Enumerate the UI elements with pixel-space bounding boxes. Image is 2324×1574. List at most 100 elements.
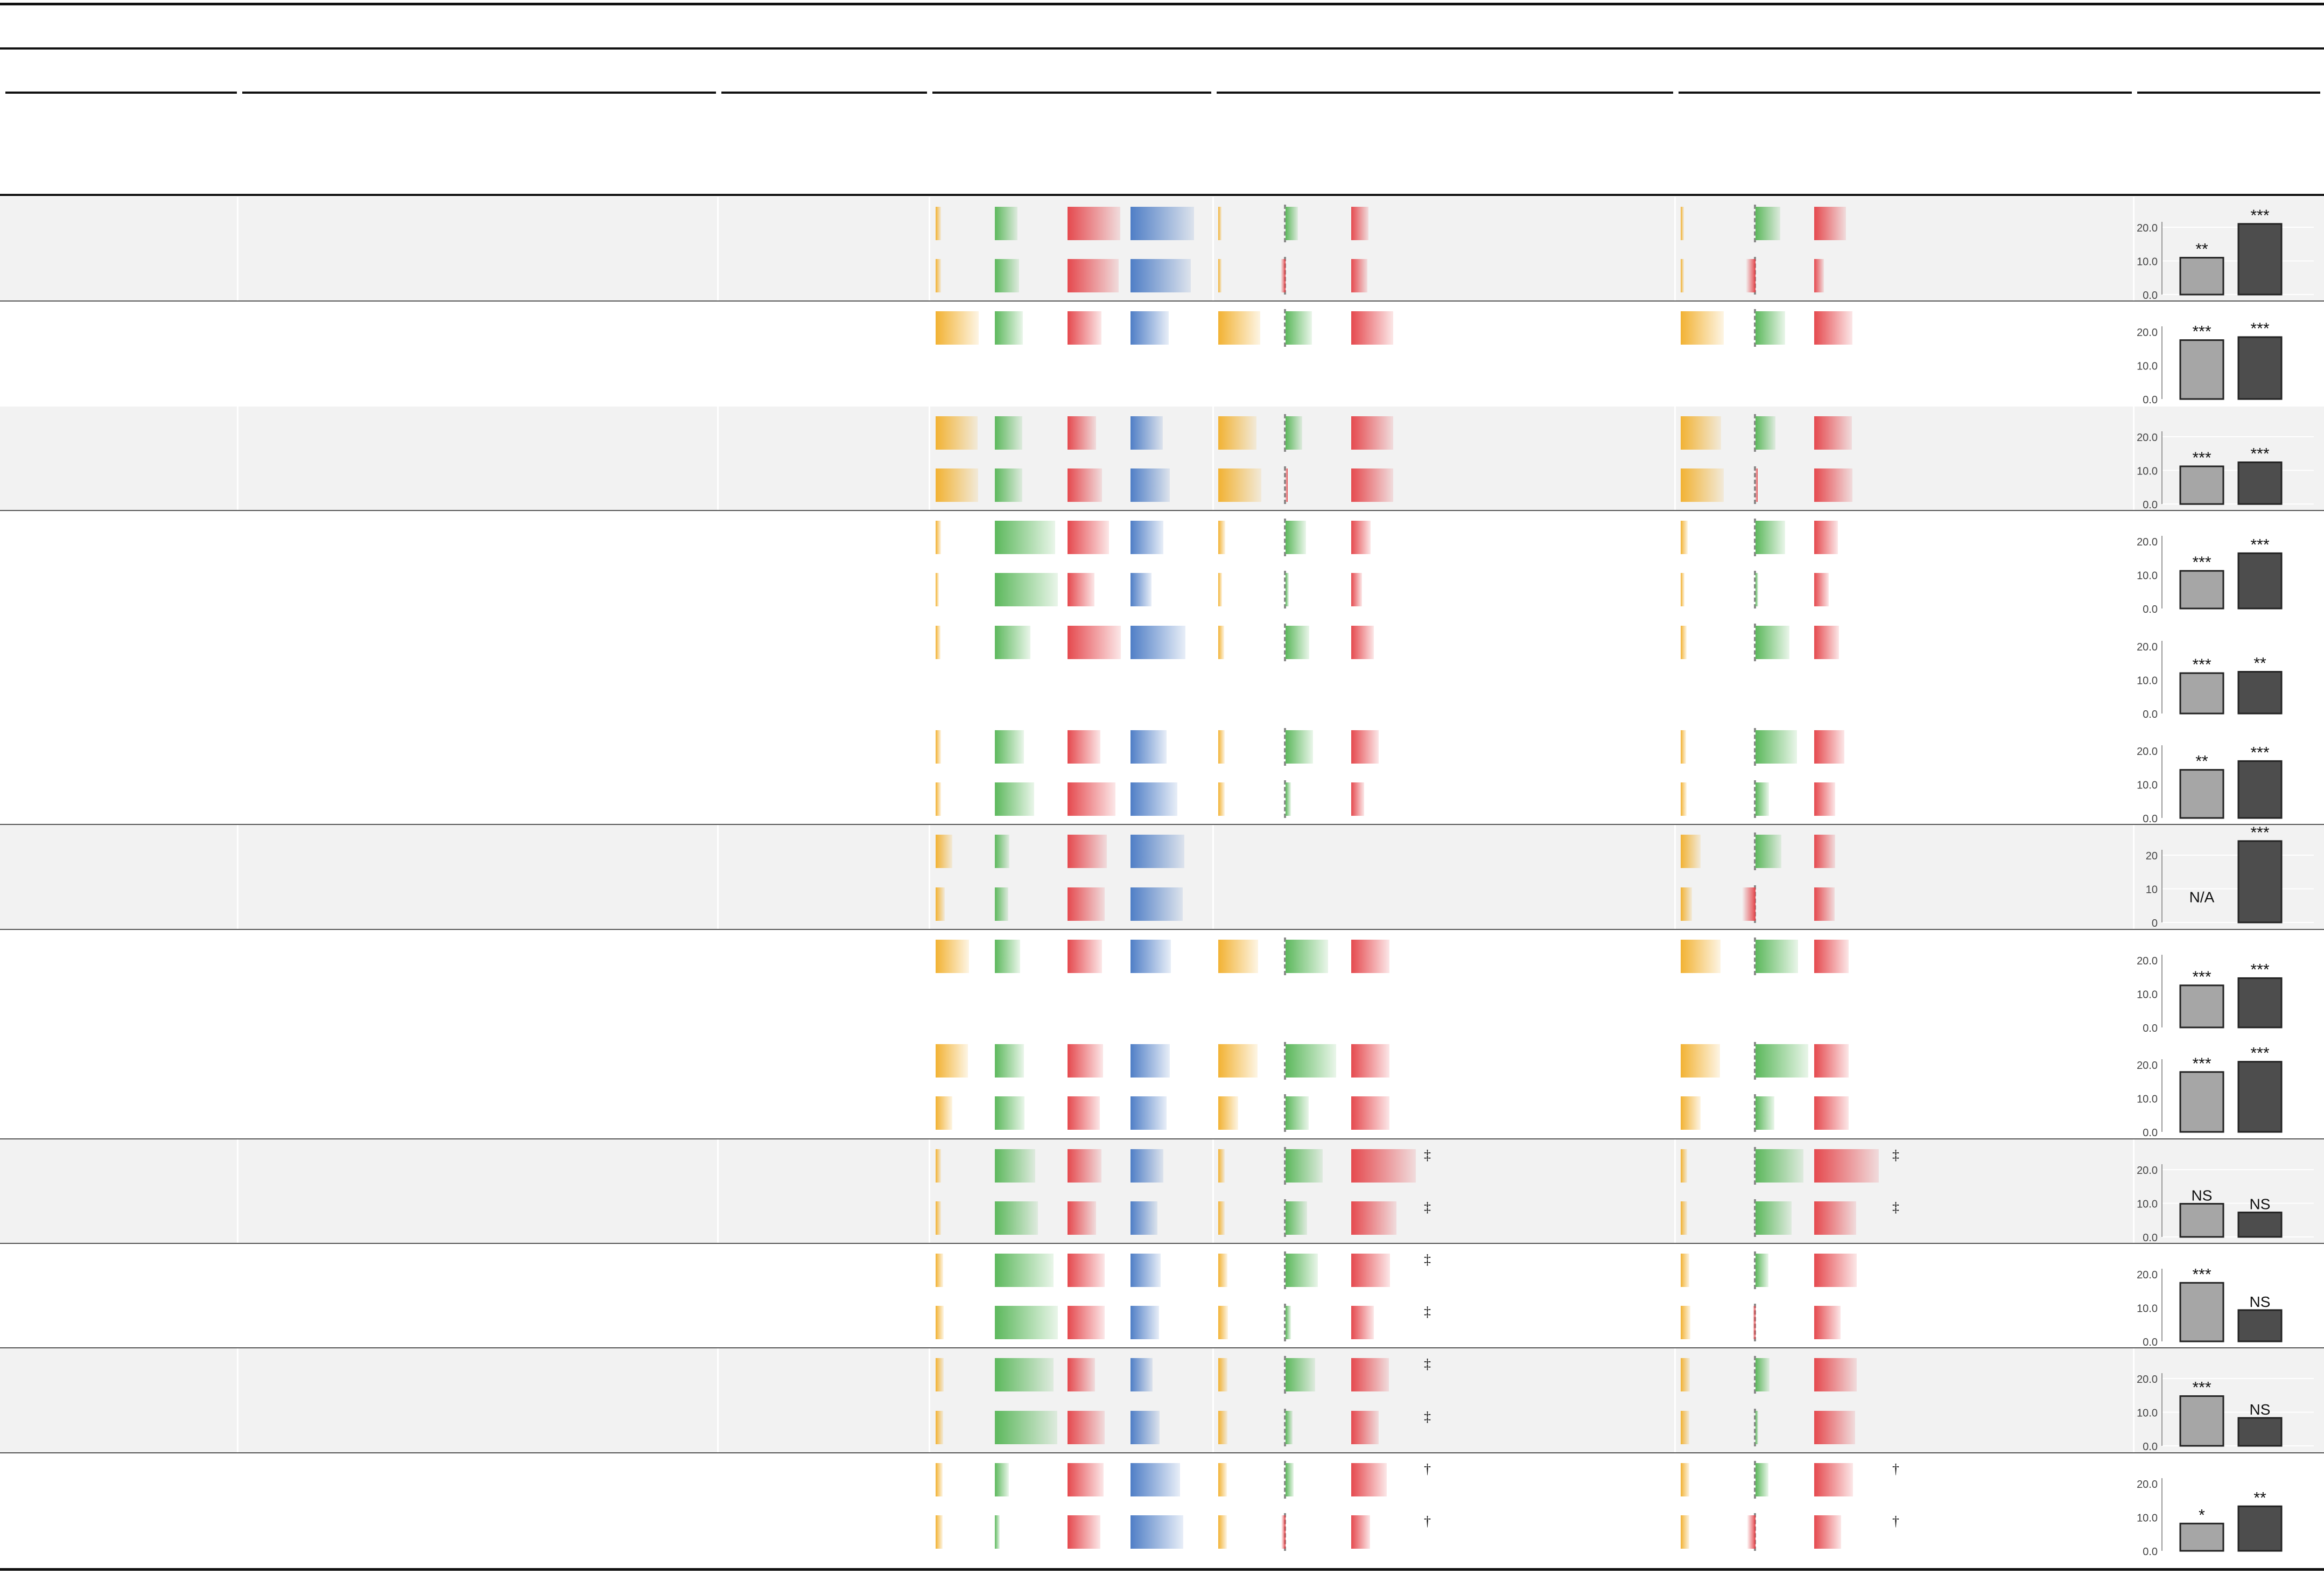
sd-bar [1068,1463,1104,1496]
corr-footnote-mark: ‡ [1892,1146,1899,1163]
n-bar [1681,1201,1687,1235]
n-bar [936,730,941,764]
sd-bar [1351,207,1369,240]
tick-label: 0.0 [2143,1546,2158,1558]
sd-bar [1814,1515,1841,1549]
th-change-bar [1286,782,1291,816]
th-change-bar [1286,1201,1307,1235]
sd-bar [1351,573,1363,607]
md-chart-svg: 0.0 10.0 20.0 *** *** [2137,431,2314,511]
n-bar [936,416,978,450]
md-chart-svg: 0.010.020.0*** [2137,1478,2314,1558]
n-bar [1218,573,1223,607]
n-bar [936,521,942,555]
zero-line [1284,205,1286,242]
corr-footnote-mark: ‡ [1424,1251,1431,1268]
w24-corr: ‡ [1892,1147,1951,1173]
n-bar [1218,730,1225,764]
zero-line [1754,205,1756,242]
tick-label: 20.0 [2137,1269,2158,1281]
n-bar [936,1254,944,1287]
sd-bar [1351,1463,1387,1496]
significance-24w: *** [2250,744,2269,761]
zero-line [1754,571,1756,609]
th-bar [995,1096,1025,1130]
sd-bar [1814,939,1849,973]
title-rule [0,47,2324,50]
sd-bar [1814,521,1838,555]
n-bar [1681,207,1684,240]
column-separator [2133,0,2135,1574]
group-underline [721,92,927,94]
th-bar [995,521,1055,555]
bar-24w [2237,840,2283,924]
tick-label: 20.0 [2137,536,2158,548]
th-bar [995,1306,1058,1340]
th-bar [995,416,1022,450]
tick-label: 0.0 [2143,1441,2158,1453]
corr-footnote-mark: ‡ [1892,1199,1899,1215]
sd-bar [1068,207,1120,240]
md-bar-chart: 0.0 10.0 20.0 *** *** [2136,1039,2314,1139]
tick-label: 10.0 [2137,780,2158,792]
md-bar-chart: 0.0 10.0 20.0 *** NS [2136,1353,2314,1453]
n-bar [936,207,941,240]
zero-line [1284,1356,1286,1394]
tick-label: 0.0 [2143,499,2158,511]
n-bar [1218,1044,1258,1078]
zero-line [1754,728,1756,766]
n-bar [1681,1096,1701,1130]
bar-12w [2179,984,2224,1029]
bar-24w [2237,461,2283,505]
corr-footnote-mark: ‡ [1424,1199,1431,1215]
th-change-bar [1286,730,1313,764]
n-bar [1681,625,1687,659]
sd-bar [1814,1096,1849,1130]
w12-corr: ‡ [1424,1304,1483,1330]
group-underline [1679,92,2132,94]
n-bar [1681,730,1686,764]
bar-12w [2179,1071,2224,1133]
md-chart-svg: 0.010.020.0***** [2137,207,2314,302]
significance-24w: ** [2253,1489,2266,1507]
n-bar [1681,782,1687,816]
n-bar [936,311,979,345]
th-change-bar [1286,1410,1293,1444]
tick-label: 20 [2146,850,2158,862]
th-change-bar [1756,1201,1792,1235]
zero-line [1754,309,1756,347]
significance-24w: *** [2250,445,2269,463]
study-rule [0,1243,2324,1244]
sd-bar [1068,1254,1105,1287]
n-bar [1218,468,1261,502]
bar-24w [2237,1309,2283,1342]
tick-label: 20.0 [2137,222,2158,234]
bar-12w [2179,339,2224,400]
sd-bar [1814,625,1839,659]
bar-12w [2179,570,2224,610]
zero-line [1754,466,1756,504]
bar-24w [2237,1505,2283,1552]
th-bar [995,1358,1054,1392]
zero-line [1754,1460,1756,1499]
sd-bar [1068,1515,1101,1549]
group-underline [1217,92,1673,94]
n-bar [936,1149,941,1183]
corr-footnote-mark: † [1892,1461,1899,1477]
w24-corr: † [1892,1461,1951,1487]
bar-24w [2237,223,2283,296]
n-bar [1681,1254,1690,1287]
th-bar [995,887,1008,921]
th-change-bar [1286,939,1328,973]
tick-label: 10.0 [2137,256,2158,268]
sd-bar [1814,259,1824,293]
tick-label: 10.0 [2137,1094,2158,1106]
sd-bar [1068,1306,1105,1340]
zero-line [1284,1460,1286,1499]
tick-label: 0 [2152,918,2158,929]
rsd-bar [1131,782,1178,816]
significance-12w: *** [2192,1055,2211,1073]
th-change-bar [1756,730,1797,764]
significance-12w: ** [2195,241,2208,258]
sd-bar [1068,1044,1103,1078]
